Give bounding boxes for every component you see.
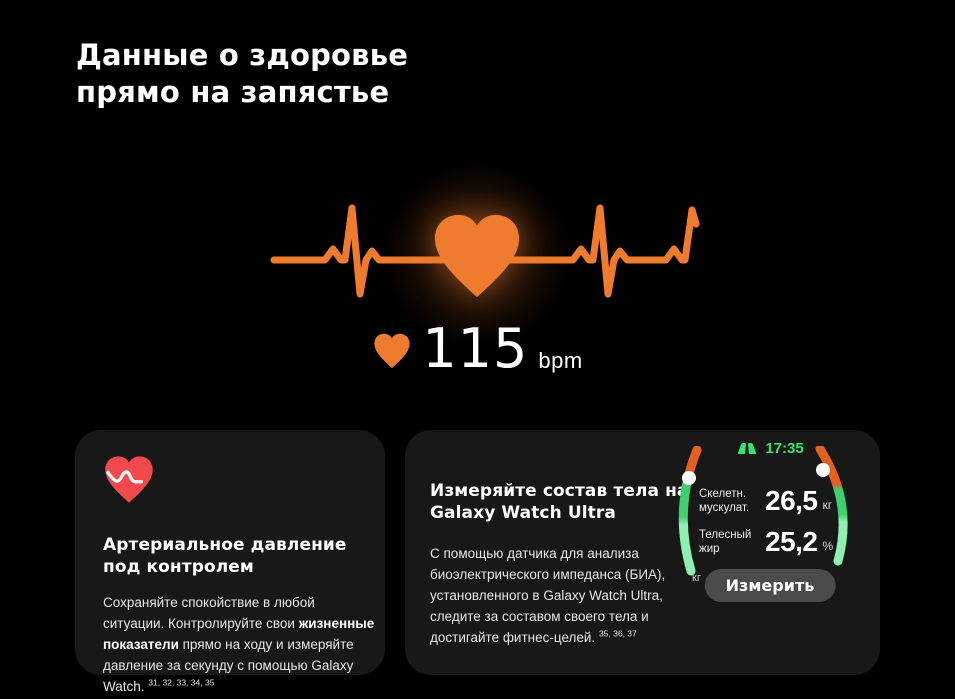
- bp-text: Сохраняйте спокойствие в любой ситуации.…: [103, 594, 315, 631]
- metric-skeletal-muscle: Скелетн. мускулат. 26,5 кг: [699, 486, 833, 516]
- watch-time: 17:35: [765, 440, 804, 457]
- bp-text-bold: жизненные показатели: [103, 615, 375, 652]
- page-title-line2: прямо на запястье: [76, 75, 390, 110]
- blood-pressure-title-line1: Артериальное давление: [103, 535, 347, 555]
- measure-button[interactable]: Измерить: [704, 569, 836, 602]
- bc-title-line2: Galaxy Watch Ultra: [430, 503, 616, 523]
- body-composition-card: Измеряйте состав тела на Galaxy Watch Ul…: [405, 430, 880, 675]
- blood-pressure-description: Сохраняйте спокойствие в любой ситуации.…: [103, 592, 375, 697]
- blood-pressure-card: Артериальное давление под контролем Сохр…: [75, 430, 385, 694]
- watch-status-row: 17:35: [675, 440, 865, 457]
- heart-rate-readout: 115 bpm: [0, 322, 955, 376]
- metric-label-line2: мускулат.: [699, 502, 750, 514]
- blood-pressure-title-line2: под контролем: [103, 557, 254, 577]
- bp-footnote-refs: 31, 32, 33, 34, 35: [148, 677, 215, 687]
- bc-text: С помощью датчика для анализа биоэлектри…: [430, 545, 666, 645]
- bc-title-line1: Измеряйте состав тела на: [430, 481, 689, 501]
- metric-label-line1: Телесный: [699, 529, 752, 541]
- scale-icon: [738, 443, 757, 454]
- body-composition-title: Измеряйте состав тела на Galaxy Watch Ul…: [430, 480, 689, 524]
- metric-unit: кг: [822, 498, 833, 512]
- heart-icon: [434, 214, 520, 298]
- heart-pulse-icon: [105, 456, 153, 503]
- metric-label-line1: Скелетн.: [699, 488, 747, 500]
- heart-rate-unit: bpm: [538, 348, 583, 373]
- ecg-line-graphic: [270, 204, 700, 298]
- metric-value: 26,5: [765, 485, 818, 516]
- body-composition-description: С помощью датчика для анализа биоэлектри…: [430, 543, 688, 648]
- metric-value: 25,2: [765, 526, 818, 557]
- heart-rate-value: 115: [422, 317, 529, 380]
- left-axis-unit: кг: [692, 572, 701, 584]
- left-arc-marker: [682, 471, 696, 485]
- metric-label: Телесный жир: [699, 528, 765, 556]
- watch-face-panel: 17:35 Скелетн. мускулат. 26,5 кг Телесны…: [675, 430, 865, 675]
- page-title: Данные о здоровье прямо на запястье: [76, 37, 408, 111]
- metric-body-fat: Телесный жир 25,2 %: [699, 527, 833, 557]
- bc-footnote-refs: 35, 36, 37: [598, 628, 637, 638]
- metric-unit: %: [822, 539, 834, 553]
- measurement-arcs: [678, 446, 848, 576]
- blood-pressure-title: Артериальное давление под контролем: [103, 534, 347, 578]
- page-title-line1: Данные о здоровье: [76, 38, 409, 73]
- metric-label-line2: жир: [699, 543, 720, 555]
- heart-icon: [374, 333, 410, 369]
- metric-label: Скелетн. мускулат.: [699, 487, 765, 515]
- metrics-list: Скелетн. мускулат. 26,5 кг Телесный жир …: [699, 486, 833, 557]
- right-arc-marker: [816, 463, 830, 477]
- bp-text2: прямо на ходу и измеряйте давление за се…: [103, 636, 354, 694]
